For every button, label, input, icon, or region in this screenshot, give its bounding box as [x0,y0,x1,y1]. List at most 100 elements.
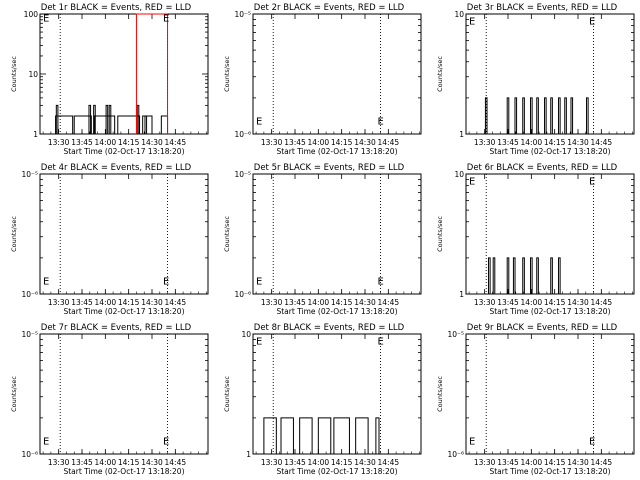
x-tick-label: 14:45 [165,138,187,147]
x-axis-label: Start Time (02-Oct-17 13:18:20) [489,147,610,156]
plot-frame [39,173,209,295]
x-tick-label: 14:15 [331,458,353,467]
x-tick-label: 13:45 [497,138,519,147]
events-spike [530,257,533,294]
panel-title: Det 7r BLACK = Events, RED = LLD [41,323,192,333]
events-spike [88,104,92,134]
events-segment [263,417,277,454]
panel-title: Det 6r BLACK = Events, RED = LLD [467,163,618,173]
x-tick-label: 14:30 [567,138,589,147]
y-axis-label: Counts/sec [436,56,444,92]
events-spike [522,257,525,294]
panel-title: Det 3r BLACK = Events, RED = LLD [467,3,618,13]
plot-frame [252,333,422,455]
y-tick-label: 10⁻⁵ [21,170,38,179]
events-spike [105,104,109,134]
x-tick-label: 13:30 [261,298,283,307]
events-spike [558,257,561,294]
x-tick-label: 13:30 [474,138,496,147]
events-segment [160,115,169,134]
y-tick-label: 10⁻⁵ [447,330,464,339]
x-axis-label: Start Time (02-Oct-17 13:18:20) [489,467,610,476]
marker-label: E [43,276,49,287]
y-axis-label: Counts/sec [10,56,18,92]
y-tick-label: 10 [28,70,38,79]
y-tick-label: 1 [459,290,464,299]
x-axis-label: Start Time (02-Oct-17 13:18:20) [63,147,184,156]
x-tick-label: 14:00 [95,458,117,467]
y-tick-label: 10⁻⁶ [447,450,464,459]
x-tick-label: 13:45 [497,458,519,467]
events-spike [144,115,148,134]
panel-det-3: Det 3r BLACK = Events, RED = LLD 1 10 13:30… [436,3,635,156]
marker-label: E [163,13,169,24]
marker-label: E [378,116,384,127]
events-segment [375,417,380,454]
events-spike [492,257,496,294]
x-axis-label: Start Time (02-Oct-17 13:18:20) [276,307,397,316]
x-tick-label: 14:45 [591,138,613,147]
x-tick-label: 14:30 [141,138,163,147]
panel-det-4: Det 4r BLACK = Events, RED = LLD 10⁻⁶ 10⁻⁵… [10,163,209,316]
x-axis-label: Start Time (02-Oct-17 13:18:20) [63,467,184,476]
marker-label: E [589,17,595,28]
events-spike [93,104,96,134]
x-tick-label: 13:45 [284,458,306,467]
marker-label: E [163,436,169,447]
x-tick-label: 13:45 [71,298,93,307]
y-tick-label: 10⁻⁶ [21,450,38,459]
panel-det-8: Det 8r BLACK = Events, RED = LLD 1 10 13:30… [223,323,422,476]
events-spike [488,257,491,294]
events-spike [550,257,553,294]
x-tick-label: 13:45 [497,298,519,307]
y-tick-label: 10 [241,330,251,339]
panel-title: Det 2r BLACK = Events, RED = LLD [254,3,405,13]
marker-label: E [378,276,384,287]
x-tick-label: 14:45 [165,298,187,307]
y-tick-label: 10 [454,170,464,179]
x-tick-label: 13:45 [71,458,93,467]
events-spike [512,257,516,294]
panel-title: Det 1r BLACK = Events, RED = LLD [41,3,192,13]
x-tick-label: 14:15 [331,138,353,147]
lld-segment [135,13,169,134]
marker-label: E [163,276,169,287]
y-tick-label: 100 [24,10,39,19]
y-tick-label: 10⁻⁶ [234,130,251,139]
x-tick-label: 13:45 [284,138,306,147]
marker-label: E [589,177,595,188]
x-tick-label: 14:15 [118,298,140,307]
events-segment [55,115,74,134]
panel-title: Det 4r BLACK = Events, RED = LLD [41,163,192,173]
plot-frame [252,173,422,295]
y-axis-label: Counts/sec [10,216,18,252]
x-tick-label: 13:30 [474,298,496,307]
y-tick-label: 1 [246,450,251,459]
x-tick-label: 13:45 [71,138,93,147]
events-spike [536,257,539,294]
x-tick-label: 14:30 [567,458,589,467]
x-axis-label: Start Time (02-Oct-17 13:18:20) [276,147,397,156]
panel-det-1: Det 1r BLACK = Events, RED = LLD 1 10 100 13… [10,3,209,156]
x-tick-label: 14:15 [118,458,140,467]
events-segment [355,417,369,454]
x-axis-label: Start Time (02-Oct-17 13:18:20) [489,307,610,316]
plot-frame [465,333,635,455]
x-tick-label: 14:30 [354,138,376,147]
marker-label: E [469,177,475,188]
x-tick-label: 14:30 [141,298,163,307]
plot-frame [465,173,635,295]
events-segment [73,115,92,134]
y-tick-label: 10⁻⁵ [234,10,251,19]
events-spike [586,97,589,134]
events-spike [55,104,59,134]
events-segment [317,417,332,454]
x-axis-label: Start Time (02-Oct-17 13:18:20) [276,467,397,476]
x-tick-label: 13:30 [261,458,283,467]
x-tick-label: 13:30 [48,458,70,467]
events-spike [530,97,533,134]
events-spike [136,104,140,134]
y-tick-label: 10 [454,10,464,19]
panel-title: Det 5r BLACK = Events, RED = LLD [254,163,405,173]
